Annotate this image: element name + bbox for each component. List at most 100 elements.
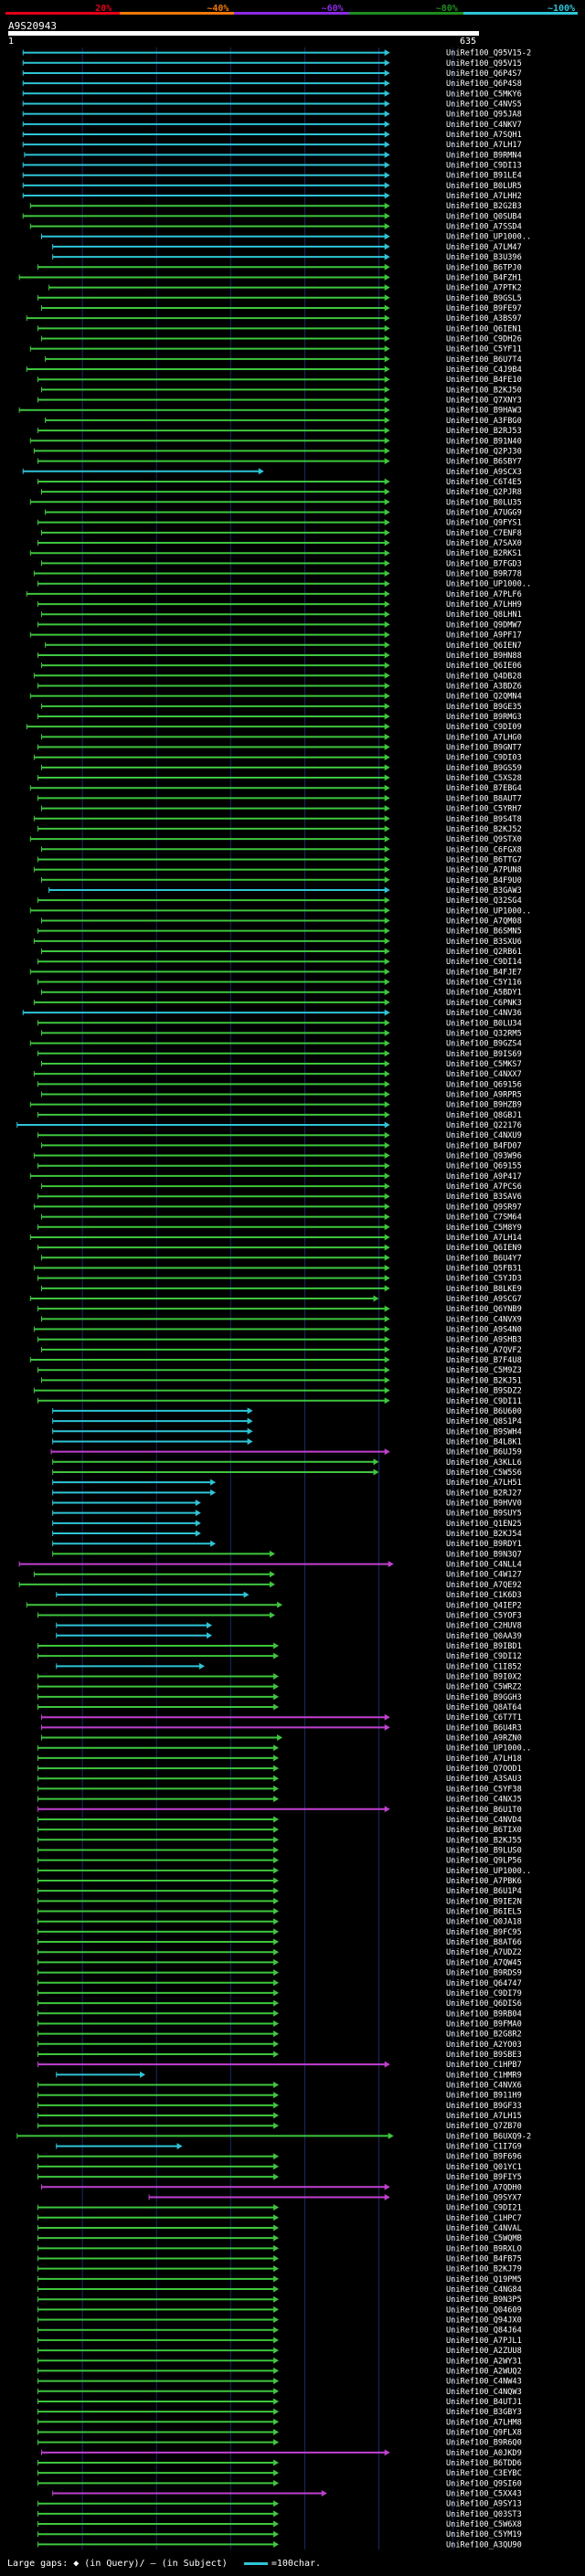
hit-label[interactable]: UniRef100_Q7OOD1: [446, 1765, 522, 1774]
hit-label[interactable]: UniRef100_A7LHM8: [446, 2418, 522, 2427]
hit-label[interactable]: UniRef100_B3SAV6: [446, 1193, 522, 1202]
hit-label[interactable]: UniRef100_A0JKD9: [446, 2449, 522, 2458]
hit-label[interactable]: UniRef100_C3EYBC: [446, 2469, 522, 2478]
hit-label[interactable]: UniRef100_B9GSL5: [446, 294, 522, 303]
hit-label[interactable]: UniRef100_Q6IEN9: [446, 1244, 522, 1253]
hit-label[interactable]: UniRef100_C5XS28: [446, 774, 522, 783]
hit-label[interactable]: UniRef100_A7LHH2: [446, 192, 522, 201]
hit-label[interactable]: UniRef100_Q64747: [446, 1979, 522, 1988]
hit-label[interactable]: UniRef100_B9FMA0: [446, 2019, 522, 2029]
hit-label[interactable]: UniRef100_C6PNK3: [446, 999, 522, 1008]
hit-label[interactable]: UniRef100_B6U1P4: [446, 1887, 522, 1896]
hit-label[interactable]: UniRef100_Q7XNY3: [446, 397, 522, 406]
hit-label[interactable]: UniRef100_A2YO03: [446, 2041, 522, 2050]
hit-label[interactable]: UniRef100_Q0AA39: [446, 1632, 522, 1641]
hit-label[interactable]: UniRef100_B2KJ50: [446, 386, 522, 395]
hit-label[interactable]: UniRef100_Q95V15-2: [446, 49, 531, 58]
hit-label[interactable]: UniRef100_B9IS69: [446, 1050, 522, 1059]
hit-label[interactable]: UniRef100_A3QU90: [446, 2540, 522, 2549]
hit-label[interactable]: UniRef100_C5YOF3: [446, 1611, 522, 1620]
hit-label[interactable]: UniRef100_A9S4N0: [446, 1326, 522, 1335]
hit-label[interactable]: UniRef100_B0LUR5: [446, 182, 522, 191]
hit-label[interactable]: UniRef100_C6T4E5: [446, 478, 522, 487]
hit-label[interactable]: UniRef100_Q9SI60: [446, 2479, 522, 2488]
hit-label[interactable]: UniRef100_A7PCS6: [446, 1182, 522, 1192]
hit-label[interactable]: UniRef100_B4FD07: [446, 1141, 522, 1150]
hit-label[interactable]: UniRef100_B9SDZ2: [446, 1387, 522, 1396]
hit-label[interactable]: UniRef100_B9FIY5: [446, 2173, 522, 2182]
hit-label[interactable]: UniRef100_C4NW43: [446, 2378, 522, 2387]
hit-label[interactable]: UniRef100_B9RB04: [446, 2009, 522, 2019]
hit-label[interactable]: UniRef100_B9S4T8: [446, 815, 522, 824]
hit-label[interactable]: UniRef100_Q95V15: [446, 59, 522, 69]
hit-label[interactable]: UniRef100_Q6YNB9: [446, 1305, 522, 1314]
hit-label[interactable]: UniRef100_B3GAW3: [446, 886, 522, 896]
hit-label[interactable]: UniRef100_C9DI14: [446, 958, 522, 967]
hit-label[interactable]: UniRef100_C4NVX6: [446, 2082, 522, 2091]
hit-label[interactable]: UniRef100_B9SUY5: [446, 1510, 522, 1519]
hit-label[interactable]: UniRef100_C6T7T1: [446, 1713, 522, 1723]
hit-label[interactable]: UniRef100_B9RMN4: [446, 151, 522, 160]
hit-label[interactable]: UniRef100_Q5FB31: [446, 1264, 522, 1273]
hit-label[interactable]: UniRef100_B3GBY3: [446, 2408, 522, 2417]
hit-label[interactable]: UniRef100_C1I7G9: [446, 2143, 522, 2152]
hit-label[interactable]: UniRef100_C5YJD3: [446, 1275, 522, 1284]
hit-label[interactable]: UniRef100_B9SWH4: [446, 1427, 522, 1436]
hit-label[interactable]: UniRef100_A9RPR5: [446, 1090, 522, 1099]
hit-label[interactable]: UniRef100_B2KJ54: [446, 1530, 522, 1539]
hit-label[interactable]: UniRef100_Q9SYX7: [446, 2193, 522, 2202]
hit-label[interactable]: UniRef100_A7LH18: [446, 1754, 522, 1764]
hit-label[interactable]: UniRef100_Q2PJR8: [446, 488, 522, 497]
hit-label[interactable]: UniRef100_B2RKS1: [446, 549, 522, 558]
hit-label[interactable]: UniRef100_UP1000..: [446, 233, 531, 242]
hit-label[interactable]: UniRef100_Q8S1P4: [446, 1417, 522, 1426]
hit-label[interactable]: UniRef100_B9GGH3: [446, 1693, 522, 1702]
hit-label[interactable]: UniRef100_B9GE35: [446, 703, 522, 712]
hit-label[interactable]: UniRef100_B9N3Q7: [446, 1550, 522, 1559]
hit-label[interactable]: UniRef100_B2RJ27: [446, 1489, 522, 1498]
hit-label[interactable]: UniRef100_C4NLL4: [446, 1561, 522, 1570]
hit-label[interactable]: UniRef100_C4NVX9: [446, 1315, 522, 1324]
hit-label[interactable]: UniRef100_B2G8R2: [446, 2030, 522, 2040]
hit-label[interactable]: UniRef100_C9DI09: [446, 723, 522, 732]
hit-label[interactable]: UniRef100_Q93W96: [446, 1152, 522, 1161]
hit-label[interactable]: UniRef100_B2KJ51: [446, 1376, 522, 1385]
hit-label[interactable]: UniRef100_B6TIX0: [446, 1826, 522, 1835]
hit-label[interactable]: UniRef100_A9SY13: [446, 2500, 522, 2509]
hit-label[interactable]: UniRef100_B6IEL5: [446, 1908, 522, 1917]
hit-label[interactable]: UniRef100_B4FB75: [446, 2254, 522, 2263]
hit-label[interactable]: UniRef100_B7F4U8: [446, 1356, 522, 1365]
hit-label[interactable]: UniRef100_Q7ZB70: [446, 2122, 522, 2131]
hit-label[interactable]: UniRef100_B4FE10: [446, 376, 522, 385]
hit-label[interactable]: UniRef100_C5W5S6: [446, 1468, 522, 1478]
hit-label[interactable]: UniRef100_A7LH51: [446, 1479, 522, 1488]
hit-label[interactable]: UniRef100_B9IBD1: [446, 1642, 522, 1651]
hit-label[interactable]: UniRef100_A2WY31: [446, 2357, 522, 2366]
hit-label[interactable]: UniRef100_B6U600: [446, 1407, 522, 1416]
hit-label[interactable]: UniRef100_Q69155: [446, 1162, 522, 1171]
hit-label[interactable]: UniRef100_A7QW45: [446, 1958, 522, 1967]
hit-label[interactable]: UniRef100_Q6IEN7: [446, 641, 522, 651]
hit-label[interactable]: UniRef100_C5Y116: [446, 979, 522, 988]
hit-label[interactable]: UniRef100_B9R778: [446, 570, 522, 579]
hit-label[interactable]: UniRef100_C1K6D3: [446, 1591, 522, 1600]
hit-label[interactable]: UniRef100_Q9STX0: [446, 835, 522, 844]
hit-label[interactable]: UniRef100_C9DI11: [446, 1397, 522, 1406]
hit-label[interactable]: UniRef100_UP1000..: [446, 580, 531, 589]
hit-label[interactable]: UniRef100_B91LE4: [446, 172, 522, 181]
hit-label[interactable]: UniRef100_B4F9U0: [446, 876, 522, 885]
hit-label[interactable]: UniRef100_B3SXU6: [446, 938, 522, 947]
hit-label[interactable]: UniRef100_Q2QMN4: [446, 693, 522, 702]
hit-label[interactable]: UniRef100_Q6IE06: [446, 662, 522, 671]
hit-label[interactable]: UniRef100_C5MKS7: [446, 1060, 522, 1069]
hit-label[interactable]: UniRef100_C4NVS5: [446, 100, 522, 109]
hit-label[interactable]: UniRef100_C7ENF8: [446, 529, 522, 538]
hit-label[interactable]: UniRef100_C5YM19: [446, 2530, 522, 2539]
hit-label[interactable]: UniRef100_Q2RB61: [446, 948, 522, 957]
hit-label[interactable]: UniRef100_B9HZB9: [446, 1101, 522, 1110]
hit-label[interactable]: UniRef100_B9RDY1: [446, 1540, 522, 1549]
hit-label[interactable]: UniRef100_A7SQH1: [446, 131, 522, 140]
hit-label[interactable]: UniRef100_A7QM08: [446, 917, 522, 927]
hit-label[interactable]: UniRef100_B6UJ59: [446, 1448, 522, 1458]
hit-label[interactable]: UniRef100_B6SMN5: [446, 928, 522, 937]
